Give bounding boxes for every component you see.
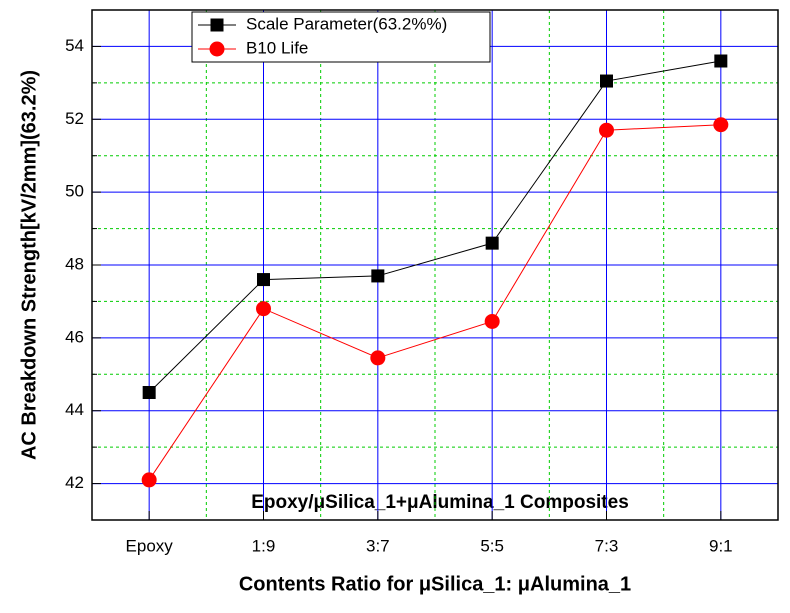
marker — [142, 386, 156, 399]
y-tick-label: 46 — [65, 327, 84, 346]
marker — [256, 301, 271, 317]
x-axis-label: Contents Ratio for μSilica_1: μAlumina_1 — [239, 573, 631, 595]
y-tick-label: 48 — [65, 254, 84, 273]
marker — [485, 236, 499, 250]
legend-label: Scale Parameter(63.2%%) — [246, 14, 447, 33]
marker — [210, 18, 224, 32]
legend-box — [191, 11, 491, 63]
plot-frame — [91, 9, 779, 521]
annotation: Epoxy/μSilica_1+μAlumina_1 Composites — [251, 492, 629, 513]
series-line — [148, 124, 721, 481]
y-tick-label: 54 — [65, 36, 84, 55]
x-tick-label: 3:7 — [366, 536, 390, 555]
x-tick-label: 5:5 — [480, 536, 504, 555]
x-tick-label: 7:3 — [595, 536, 619, 555]
marker — [484, 313, 500, 329]
marker — [141, 472, 157, 488]
marker — [600, 74, 613, 88]
y-tick-label: 44 — [65, 400, 84, 419]
series-line — [148, 60, 721, 393]
y-tick-label: 42 — [65, 473, 84, 492]
marker — [714, 54, 728, 68]
marker — [599, 122, 614, 138]
marker — [713, 117, 729, 133]
y-axis-label: AC Breakdown Strength[kV/2mm](63.2%) — [18, 70, 40, 460]
marker — [209, 41, 225, 57]
marker — [370, 350, 386, 366]
x-tick-label: Epoxy — [126, 536, 174, 555]
y-tick-label: 52 — [65, 109, 84, 128]
x-tick-label: 1:9 — [252, 536, 276, 555]
marker — [371, 269, 385, 283]
y-tick-label: 50 — [65, 182, 84, 201]
x-tick-label: 9:1 — [709, 536, 733, 555]
legend-label: B10 Life — [246, 38, 308, 57]
marker — [257, 273, 270, 287]
